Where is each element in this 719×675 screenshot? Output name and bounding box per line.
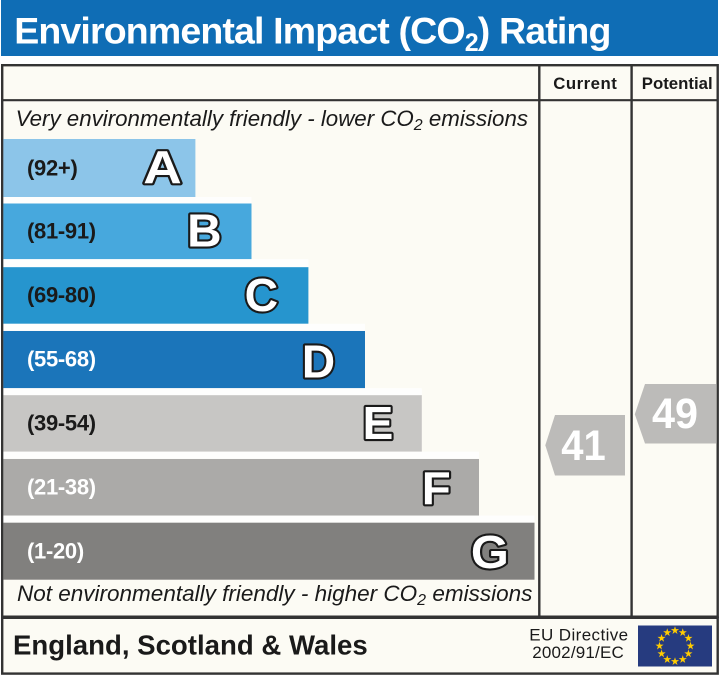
svg-text:D: D (302, 336, 335, 388)
svg-text:G: G (471, 526, 509, 578)
svg-text:England, Scotland & Wales: England, Scotland & Wales (13, 629, 368, 660)
svg-text:B: B (187, 204, 222, 256)
svg-text:A: A (143, 141, 182, 193)
svg-text:(81-91): (81-91) (27, 219, 96, 244)
svg-text:(55-68): (55-68) (27, 347, 96, 372)
svg-text:Current: Current (553, 74, 617, 93)
svg-text:(39-54): (39-54) (27, 411, 96, 436)
svg-text:49: 49 (652, 390, 698, 438)
svg-text:(69-80): (69-80) (27, 283, 96, 308)
svg-text:Not environmentally friendly -: Not environmentally friendly - higher CO… (17, 581, 532, 609)
svg-text:E: E (363, 397, 394, 449)
svg-text:(1-20): (1-20) (27, 538, 84, 563)
svg-text:C: C (245, 269, 279, 321)
svg-text:EU Directive: EU Directive (529, 626, 628, 645)
svg-text:2002/91/EC: 2002/91/EC (532, 643, 624, 662)
svg-text:(21-38): (21-38) (27, 474, 96, 499)
svg-text:41: 41 (561, 422, 606, 470)
svg-text:Environmental Impact (CO2) Rat: Environmental Impact (CO2) Rating (14, 9, 610, 57)
svg-text:(92+): (92+) (27, 155, 77, 180)
svg-text:F: F (422, 462, 451, 514)
svg-text:Potential: Potential (642, 74, 713, 93)
svg-text:Very environmentally friendly: Very environmentally friendly - lower CO… (16, 106, 528, 134)
